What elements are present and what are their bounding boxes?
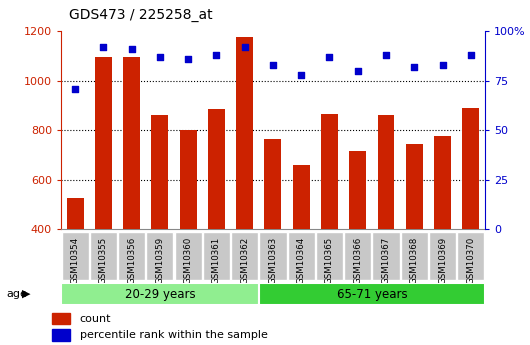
Text: GSM10365: GSM10365: [325, 237, 334, 284]
Point: [466, 52, 475, 58]
Text: age: age: [6, 289, 27, 299]
FancyBboxPatch shape: [457, 232, 484, 280]
Bar: [462, 108, 479, 328]
Text: GSM10366: GSM10366: [354, 237, 362, 284]
FancyBboxPatch shape: [174, 232, 202, 280]
Bar: [236, 37, 253, 328]
Text: GSM10364: GSM10364: [297, 237, 306, 284]
FancyBboxPatch shape: [231, 232, 258, 280]
Point: [410, 64, 419, 70]
FancyBboxPatch shape: [259, 283, 485, 305]
FancyBboxPatch shape: [146, 232, 173, 280]
Text: GSM10354: GSM10354: [70, 237, 80, 284]
Bar: [434, 136, 451, 328]
Bar: [67, 198, 84, 328]
Bar: [293, 165, 310, 328]
FancyBboxPatch shape: [373, 232, 400, 280]
FancyBboxPatch shape: [61, 283, 259, 305]
Point: [382, 52, 390, 58]
Text: GSM10367: GSM10367: [382, 237, 391, 284]
Text: GSM10355: GSM10355: [99, 237, 108, 284]
Text: count: count: [80, 314, 111, 324]
Bar: [52, 329, 70, 341]
Point: [71, 86, 80, 91]
Bar: [180, 130, 197, 328]
Bar: [152, 115, 169, 328]
Text: GSM10362: GSM10362: [240, 237, 249, 284]
FancyBboxPatch shape: [288, 232, 315, 280]
Text: ▶: ▶: [22, 289, 31, 299]
Bar: [264, 139, 281, 328]
Text: GSM10360: GSM10360: [184, 237, 192, 284]
FancyBboxPatch shape: [401, 232, 428, 280]
Text: 20-29 years: 20-29 years: [125, 288, 195, 300]
Bar: [208, 109, 225, 328]
Bar: [321, 114, 338, 328]
Text: GSM10361: GSM10361: [212, 237, 221, 284]
Text: GSM10359: GSM10359: [155, 237, 164, 284]
Point: [241, 44, 249, 50]
Text: GSM10368: GSM10368: [410, 237, 419, 284]
FancyBboxPatch shape: [61, 232, 89, 280]
Bar: [406, 144, 423, 328]
FancyBboxPatch shape: [90, 232, 117, 280]
Point: [184, 56, 192, 61]
Text: GSM10369: GSM10369: [438, 237, 447, 284]
Bar: [52, 313, 70, 324]
FancyBboxPatch shape: [203, 232, 230, 280]
FancyBboxPatch shape: [259, 232, 287, 280]
Bar: [349, 151, 366, 328]
Bar: [123, 57, 140, 328]
Bar: [377, 115, 394, 328]
Point: [325, 54, 334, 60]
Text: GSM10370: GSM10370: [466, 237, 475, 284]
FancyBboxPatch shape: [316, 232, 343, 280]
FancyBboxPatch shape: [429, 232, 456, 280]
FancyBboxPatch shape: [344, 232, 372, 280]
Point: [354, 68, 362, 73]
Point: [99, 44, 108, 50]
Point: [127, 46, 136, 52]
Text: GDS473 / 225258_at: GDS473 / 225258_at: [69, 8, 213, 22]
Point: [297, 72, 305, 78]
Point: [269, 62, 277, 68]
Point: [438, 62, 447, 68]
Text: GSM10356: GSM10356: [127, 237, 136, 284]
Text: GSM10363: GSM10363: [269, 237, 277, 284]
Point: [156, 54, 164, 60]
Point: [212, 52, 220, 58]
FancyBboxPatch shape: [118, 232, 145, 280]
Text: 65-71 years: 65-71 years: [337, 288, 407, 300]
Text: percentile rank within the sample: percentile rank within the sample: [80, 330, 268, 340]
Bar: [95, 57, 112, 328]
